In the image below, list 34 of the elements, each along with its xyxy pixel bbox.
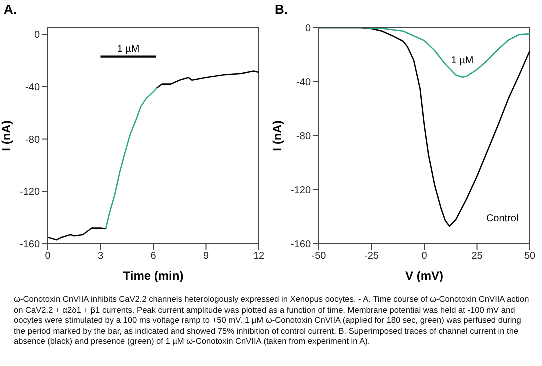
x-tick-label: 0 [45,251,52,262]
text: ω-Conotoxin CnVIIA inhibits CaV2.2 channels heterologously expressed in Xenopus oocytes. - A. Time course of ω-Conotoxin CnVIIA action on CaV2.2 + α2δ1 + β1 currents. Peak current amplitude was plotted as a function of time. Membrane potential was held at -100 mV and oocytes were stimulated by a 100 ms voltage ramp to +50 mV. 1 µM ω-Conotoxin CnVIIA (applied for 180 sec, green) was perfused during the period marked by the bar, as indicated and showed 75% inhibition of control current. B. Superimposed traces of channel current in the absence (black) and presence (green) of 1 µM ω-Conotoxin CnVIIA (taken from experiment in A). [14,294,530,347]
chart-title: A. [4,2,17,17]
series-label: 1 µM [451,56,474,67]
x-tick-label: 3 [98,251,104,262]
x-axis-title: V (mV) [405,269,444,283]
y-tick-label: -80 [26,134,40,146]
line-series [156,70,259,89]
y-tick-label: 0 [305,24,312,35]
line-series [105,88,158,230]
x-axis-title: Time (min) [123,269,184,283]
x-tick-label: -50 [312,251,327,262]
annotation: 1 µM [117,44,140,55]
y-tick-label: -160 [20,240,40,251]
y-axis-title: I (nA) [270,120,284,152]
y-tick-label: -120 [290,186,312,197]
x-tick-label: 25 [472,251,484,262]
chart-title: B. [275,2,288,17]
y-tick-label: -80 [296,132,312,143]
y-tick-label: -160 [290,240,312,251]
y-axis-title: I (nA) [0,120,14,152]
x-tick-label: 12 [253,251,265,262]
line-series [48,228,107,241]
y-tick-label: -120 [20,187,40,198]
x-tick-label: 0 [422,251,428,262]
x-tick-label: 9 [203,251,210,262]
y-tick-label: 0 [34,30,40,42]
y-tick-label: -40 [26,82,40,94]
line-series [319,28,530,78]
x-tick-label: 50 [524,251,536,262]
y-tick-label: -40 [296,78,312,89]
text: Control [486,213,519,224]
x-tick-label: -25 [364,251,380,262]
x-tick-label: 6 [150,251,157,262]
